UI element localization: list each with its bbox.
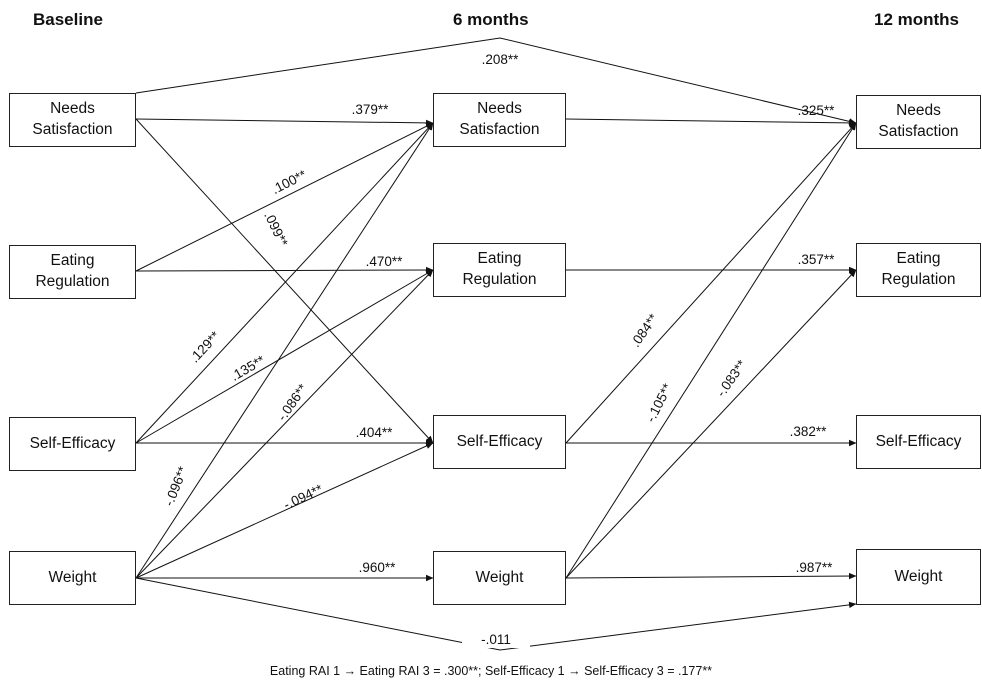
path-arrow-b-selfeff-m-needs	[135, 122, 434, 444]
path-coefficient-b-selfeff-m-selfeff: .404**	[356, 425, 394, 440]
path-coefficient-m-needs-t-needs: .325**	[798, 103, 836, 118]
label-backing-b-needs-t-needs	[466, 52, 534, 68]
path-coefficient-m-weight-t-weight: .987**	[796, 560, 834, 575]
path-arrow-m-weight-t-eating	[565, 269, 857, 579]
path-coefficient-b-selfeff-m-needs: .129**	[187, 328, 224, 366]
label-backing-b-weight-t-weight	[462, 632, 530, 648]
path-arrow-m-selfeff-t-needs	[565, 122, 857, 444]
path-arrow-b-needs-m-selfeff	[135, 118, 434, 444]
path-arrow-b-weight-m-needs	[135, 122, 434, 579]
column-header-6-months: 6 months	[453, 10, 529, 29]
path-coefficient-b-eating-m-eating: .470**	[366, 254, 404, 269]
path-coefficient-b-weight-m-selfeff: -.094**	[281, 481, 325, 512]
twelve-months-eating-regulation-box: Eating Regulation	[856, 243, 981, 297]
path-coefficient-b-needs-t-needs: .208**	[482, 52, 520, 67]
path-coefficient-m-selfeff-t-selfeff: .382**	[790, 424, 828, 439]
path-arrow-b-needs-m-needs	[135, 118, 434, 127]
column-header-12-months: 12 months	[874, 10, 960, 29]
path-arrow-m-needs-t-needs	[565, 118, 857, 127]
baseline-eating-regulation-box: Eating Regulation	[9, 245, 136, 299]
path-coefficient-m-weight-t-eating: -.083**	[713, 357, 749, 400]
baseline-needs-satisfaction-box: Needs Satisfaction	[9, 93, 136, 147]
path-coefficient-b-needs-m-selfeff: .099**	[261, 209, 291, 249]
twelve-months-weight-box: Weight	[856, 549, 981, 605]
path-coefficient-m-weight-t-needs: -.105**	[643, 380, 675, 424]
path-arrows	[135, 37, 857, 651]
path-arrow-b-weight-m-selfeff	[135, 442, 434, 579]
six-months-self-efficacy-box: Self-Efficacy	[433, 415, 566, 469]
path-coefficient-b-eating-m-needs: .100**	[269, 167, 309, 197]
twelve-months-self-efficacy-box: Self-Efficacy	[856, 415, 981, 469]
path-coefficient-m-eating-t-eating: .357**	[798, 252, 836, 267]
path-arrow-m-weight-t-weight	[565, 572, 857, 580]
six-months-needs-satisfaction-box: Needs Satisfaction	[433, 93, 566, 147]
path-arrow-b-weight-m-eating	[135, 269, 434, 579]
path-arrow-b-eating-m-eating	[135, 266, 434, 274]
path-coefficient-b-weight-m-weight: .960**	[359, 560, 397, 575]
path-coefficient-b-selfeff-m-eating: .135**	[228, 352, 268, 384]
path-arrow-m-weight-t-needs	[565, 122, 857, 579]
baseline-self-efficacy-box: Self-Efficacy	[9, 417, 136, 471]
path-arrow-b-selfeff-m-eating	[135, 269, 434, 444]
path-arrow-b-weight-t-weight	[135, 577, 857, 651]
column-header-baseline: Baseline	[33, 10, 103, 29]
path-coefficient-b-weight-t-weight: -.011	[481, 632, 511, 647]
figure-caption: Eating RAI 1 → Eating RAI 3 = .300**; Se…	[269, 664, 713, 678]
six-months-eating-regulation-box: Eating Regulation	[433, 243, 566, 297]
path-arrow-b-eating-m-needs	[135, 122, 434, 272]
path-coefficient-b-needs-m-needs: .379**	[352, 102, 390, 117]
twelve-months-needs-satisfaction-box: Needs Satisfaction	[856, 95, 981, 149]
six-months-weight-box: Weight	[433, 551, 566, 605]
path-arrow-b-needs-t-needs	[135, 37, 857, 125]
baseline-weight-box: Weight	[9, 551, 136, 605]
